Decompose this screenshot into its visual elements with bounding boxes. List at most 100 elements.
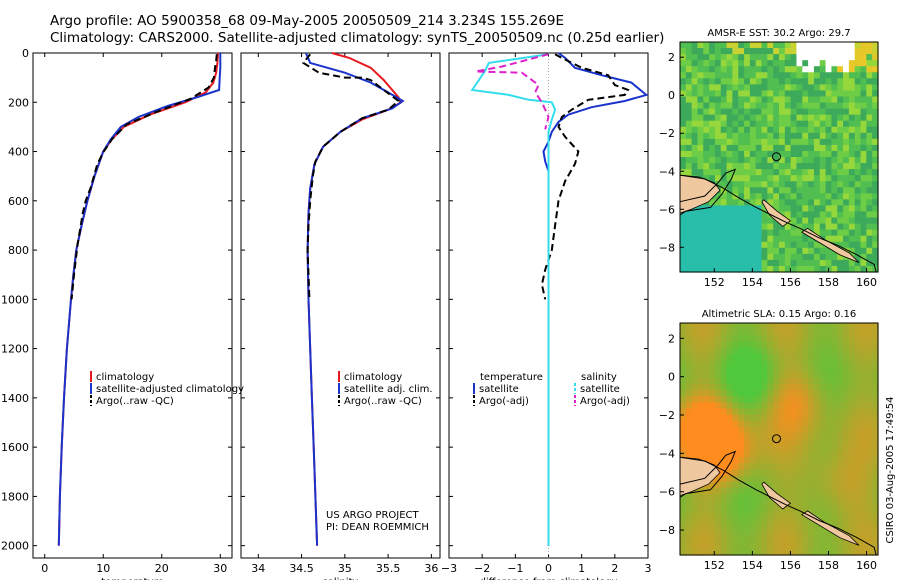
sst-map-cell bbox=[779, 114, 786, 122]
sla-map-cell bbox=[732, 365, 739, 373]
sst-map-cell bbox=[819, 169, 827, 176]
sst-map-cell bbox=[825, 42, 833, 49]
sst-map-cell bbox=[697, 132, 704, 140]
sst-map-cell bbox=[872, 102, 879, 110]
sla-map-cell bbox=[709, 341, 716, 349]
sla-map-cell bbox=[703, 493, 710, 501]
sst-map-cell bbox=[773, 120, 780, 128]
sst-map-cell bbox=[749, 84, 757, 92]
sla-map-cell bbox=[825, 493, 833, 501]
sla-ytick-label: 2 bbox=[668, 332, 675, 345]
sla-map-cell bbox=[802, 365, 809, 373]
sla-map-cell bbox=[703, 518, 710, 526]
sla-map-cell bbox=[749, 396, 757, 403]
sla-map-cell bbox=[714, 548, 722, 556]
sst-map-cell bbox=[709, 144, 716, 152]
sst-map-cell bbox=[784, 120, 792, 128]
sst-map-cell bbox=[685, 90, 693, 98]
sla-map-cell bbox=[691, 402, 699, 410]
difference-legend-temp-item: satellite bbox=[479, 384, 519, 395]
sst-map-cell bbox=[825, 102, 833, 110]
sla-map-cell bbox=[854, 548, 862, 556]
sla-map-cell bbox=[761, 420, 768, 428]
sla-map-cell bbox=[755, 524, 763, 532]
sst-map-cell bbox=[808, 181, 815, 188]
sla-map-cell bbox=[802, 371, 809, 379]
sst-map-cell bbox=[773, 181, 780, 188]
sla-map-cell bbox=[761, 463, 768, 471]
sla-map-cell bbox=[738, 402, 745, 410]
sst-map-cell bbox=[866, 199, 873, 207]
sst-map-cell bbox=[790, 223, 798, 231]
sla-map-cell bbox=[825, 536, 833, 544]
sla-map-cell bbox=[819, 475, 827, 483]
sst-map-cell bbox=[703, 108, 710, 116]
sla-map-cell bbox=[866, 512, 873, 519]
sst-map-cell bbox=[837, 193, 844, 200]
sst-map-cell bbox=[784, 144, 792, 152]
sla-map-cell bbox=[680, 548, 687, 556]
sla-map-cell bbox=[837, 371, 844, 379]
sst-map-cell bbox=[819, 120, 827, 128]
sst-map-cell bbox=[691, 259, 699, 267]
sla-map-cell bbox=[761, 414, 768, 422]
sst-map-cell bbox=[813, 132, 821, 140]
sla-map-cell bbox=[749, 500, 757, 507]
sst-coastline bbox=[679, 168, 737, 216]
sla-map-cell bbox=[790, 371, 798, 379]
sst-map-cell bbox=[691, 265, 699, 273]
sla-map-cell bbox=[685, 384, 693, 391]
temperature-ytick-label: 1200 bbox=[1, 343, 29, 356]
sst-map-cell bbox=[685, 78, 693, 85]
sla-map-cell bbox=[848, 384, 856, 391]
sla-map-cell bbox=[813, 432, 821, 440]
sla-map-cell bbox=[784, 365, 792, 373]
sst-map-cell bbox=[773, 114, 780, 122]
sla-map-cell bbox=[790, 475, 798, 483]
sla-map-cell bbox=[680, 359, 687, 367]
sla-map-cell bbox=[738, 445, 745, 452]
sla-map-cell bbox=[796, 390, 803, 397]
sla-map-cell bbox=[802, 548, 809, 556]
sst-map-cell bbox=[755, 157, 763, 164]
sla-map-cell bbox=[720, 408, 728, 416]
sst-map-cell bbox=[790, 199, 798, 207]
sla-map-cell bbox=[749, 341, 757, 349]
sst-map-cell bbox=[685, 60, 693, 67]
sst-map-cell bbox=[714, 169, 722, 176]
sla-map-cell bbox=[784, 445, 792, 452]
sla-map-cell bbox=[680, 445, 687, 452]
sst-map-cell bbox=[714, 235, 722, 243]
sla-map-cell bbox=[796, 542, 803, 550]
sla-map-cell bbox=[703, 402, 710, 410]
sla-map-cell bbox=[860, 347, 867, 355]
title-line-1: Argo profile: AO 5900358_68 09-May-2005 … bbox=[50, 13, 565, 29]
sst-map-cell bbox=[790, 66, 798, 73]
sla-map-cell bbox=[714, 542, 722, 550]
sla-map-cell bbox=[749, 445, 757, 452]
sst-map-cell bbox=[755, 114, 763, 122]
sla-map-cell bbox=[703, 347, 710, 355]
sst-map-cell bbox=[831, 60, 838, 67]
sla-map-cell bbox=[732, 469, 739, 477]
sst-map-cell bbox=[837, 211, 844, 219]
sla-map-cell bbox=[808, 390, 815, 397]
sst-map-cell bbox=[680, 120, 687, 128]
sla-map-cell bbox=[848, 475, 856, 483]
sla-map-cell bbox=[796, 408, 803, 416]
sla-map-cell bbox=[749, 536, 757, 544]
sla-map-cell bbox=[843, 451, 850, 458]
sst-map-cell bbox=[808, 163, 815, 170]
sla-map-cell bbox=[680, 323, 687, 330]
sla-map-cell bbox=[819, 341, 827, 349]
sst-map-cell bbox=[767, 108, 774, 116]
temperature-xtick-label: 0 bbox=[41, 562, 48, 575]
sla-map-cell bbox=[779, 548, 786, 556]
sst-map-cell bbox=[726, 205, 734, 213]
sst-map-cell bbox=[854, 199, 862, 207]
sst-map-cell bbox=[709, 96, 716, 104]
sst-map-cell bbox=[761, 205, 768, 213]
sla-map-cell bbox=[726, 426, 734, 434]
sst-map-cell bbox=[796, 42, 803, 49]
sst-map-cell bbox=[691, 126, 699, 134]
